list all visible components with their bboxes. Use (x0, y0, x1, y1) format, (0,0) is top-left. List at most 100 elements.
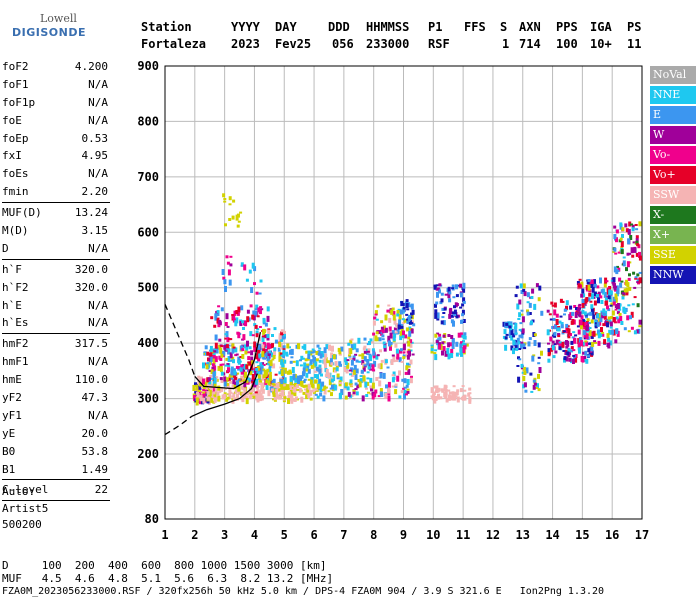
data-point (207, 396, 211, 401)
data-point (290, 388, 293, 390)
data-point (305, 372, 309, 378)
parameter-row: hmF1 N/A (2, 353, 110, 371)
data-point (303, 344, 307, 351)
data-point (366, 352, 370, 355)
data-point (371, 395, 375, 400)
data-point (363, 337, 367, 341)
data-point (362, 347, 366, 351)
data-point (209, 375, 213, 378)
data-point (380, 359, 384, 363)
data-point (616, 303, 620, 309)
data-point (538, 285, 542, 291)
data-point (338, 361, 342, 367)
data-point (289, 371, 292, 375)
data-point (461, 313, 465, 317)
data-point (635, 238, 639, 243)
data-point (638, 251, 641, 258)
data-point (225, 377, 229, 381)
data-point (401, 303, 405, 306)
data-point (272, 388, 276, 395)
data-point (460, 319, 463, 324)
data-point (635, 240, 639, 245)
profile-dashed-lower (164, 415, 193, 436)
data-point (237, 378, 241, 381)
data-point (525, 367, 529, 374)
data-point (207, 387, 211, 391)
data-point (223, 344, 227, 350)
data-point (230, 377, 234, 380)
data-point (245, 364, 249, 370)
data-point (261, 388, 265, 394)
data-point (347, 391, 351, 397)
parameter-name: foF1 (2, 77, 29, 91)
data-point (382, 325, 386, 330)
data-point (433, 284, 437, 288)
data-point (357, 379, 361, 382)
data-point (266, 342, 270, 349)
data-point (202, 378, 205, 385)
data-point (520, 290, 524, 294)
data-point (307, 378, 311, 381)
data-point (523, 291, 527, 297)
data-point (406, 354, 410, 360)
data-point (327, 360, 331, 364)
data-point (256, 394, 260, 397)
data-point (243, 264, 247, 271)
data-point (396, 375, 400, 382)
data-point (306, 357, 310, 361)
data-point (411, 309, 415, 315)
data-point (516, 303, 520, 310)
data-point (314, 387, 318, 391)
data-point (244, 371, 247, 378)
y-tick-label: 900 (137, 59, 159, 73)
data-point (546, 309, 550, 313)
data-point (519, 322, 523, 325)
data-point (240, 375, 244, 379)
data-point (294, 396, 298, 400)
x-tick-label: 1 (161, 528, 168, 542)
data-point (379, 349, 382, 353)
data-point (220, 386, 224, 392)
data-point (274, 339, 278, 344)
data-point (446, 348, 450, 354)
data-point (621, 292, 625, 295)
data-point (635, 235, 639, 239)
x-tick-label: 8 (370, 528, 377, 542)
data-point (318, 364, 322, 370)
data-point (430, 344, 434, 347)
data-point (324, 374, 328, 378)
data-point (200, 376, 203, 383)
data-point (568, 357, 572, 362)
data-point (362, 367, 366, 372)
data-point (631, 254, 635, 258)
data-point (279, 392, 283, 396)
data-point (270, 388, 274, 392)
data-point (290, 348, 294, 355)
data-point (635, 228, 639, 231)
data-point (618, 277, 622, 282)
data-point (503, 329, 507, 335)
data-point (404, 334, 408, 339)
data-point (360, 369, 364, 374)
data-point (393, 318, 397, 325)
data-point (255, 304, 259, 310)
data-point (204, 381, 208, 388)
data-point (272, 363, 276, 369)
data-point (318, 368, 322, 375)
data-point (252, 310, 256, 315)
data-point (570, 346, 574, 350)
data-point (565, 300, 569, 306)
data-point (346, 359, 350, 362)
data-point (599, 295, 603, 299)
data-point (246, 309, 250, 314)
data-point (259, 396, 263, 402)
parameter-row: foF1p N/A (2, 94, 110, 112)
data-point (283, 359, 287, 364)
parameter-value: 320.0 (74, 262, 108, 276)
data-point (612, 317, 616, 322)
data-point (434, 354, 438, 361)
data-point (538, 367, 542, 373)
data-point (558, 320, 562, 324)
data-point (282, 336, 286, 340)
